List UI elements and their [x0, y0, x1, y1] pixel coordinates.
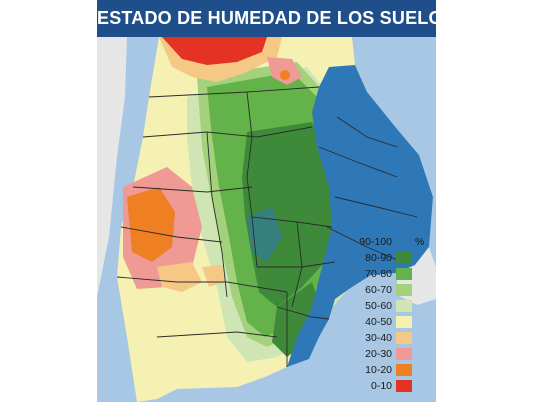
legend-label: 70-80 — [365, 268, 392, 280]
province-borders — [116, 86, 418, 367]
legend-item: 20-30 — [350, 347, 438, 361]
legend-swatch — [396, 364, 412, 376]
legend-label: 60-70 — [365, 284, 392, 296]
legend-item: 70-80 — [350, 267, 438, 281]
neighbor-land-west — [97, 37, 127, 297]
soil-moisture-map — [97, 37, 436, 402]
zone-10-20-west — [127, 187, 175, 262]
legend-label: 80-90 — [365, 252, 392, 264]
zone-90-100 — [287, 65, 433, 367]
legend-swatch — [396, 380, 412, 392]
zone-90-100-patch — [247, 207, 282, 262]
legend-item: 30-40 — [350, 331, 438, 345]
legend-label: 20-30 — [365, 348, 392, 360]
legend-label: 0-10 — [370, 380, 392, 392]
zone-80-90-south — [272, 282, 322, 357]
legend-swatch — [396, 252, 412, 264]
legend-swatch — [396, 268, 412, 280]
legend-item: 90-100 % — [350, 235, 438, 249]
zone-10-20-spot — [280, 70, 290, 80]
legend-label: 40-50 — [365, 316, 392, 328]
legend-swatch — [396, 332, 412, 344]
legend-item: 80-90 — [350, 251, 438, 265]
legend-swatch — [396, 236, 412, 248]
map-title: ESTADO DE HUMEDAD DE LOS SUELOS — [97, 8, 455, 28]
legend-item: 40-50 — [350, 315, 438, 329]
legend-swatch — [396, 348, 412, 360]
zone-0-10-north — [162, 37, 267, 65]
legend-swatch — [396, 284, 412, 296]
legend-item: 0-10 — [350, 379, 438, 393]
legend-swatch — [396, 300, 412, 312]
map-canvas — [97, 37, 436, 402]
title-banner: ESTADO DE HUMEDAD DE LOS SUELOS — [97, 0, 455, 37]
zone-30-40-west — [157, 262, 202, 292]
legend-swatch — [396, 316, 412, 328]
legend-item: 50-60 — [350, 299, 438, 313]
legend-label: 10-20 — [365, 364, 392, 376]
legend-label: 90-100 — [359, 236, 392, 248]
legend-label: 50-60 — [365, 300, 392, 312]
legend-item: 60-70 — [350, 283, 438, 297]
legend-item: 10-20 — [350, 363, 438, 377]
zone-30-40-spot — [202, 265, 225, 287]
legend-label: 30-40 — [365, 332, 392, 344]
legend-unit: % — [415, 236, 425, 248]
legend: 90-100 % 80-90 70-80 60-70 50-60 40-50 3… — [350, 235, 438, 397]
